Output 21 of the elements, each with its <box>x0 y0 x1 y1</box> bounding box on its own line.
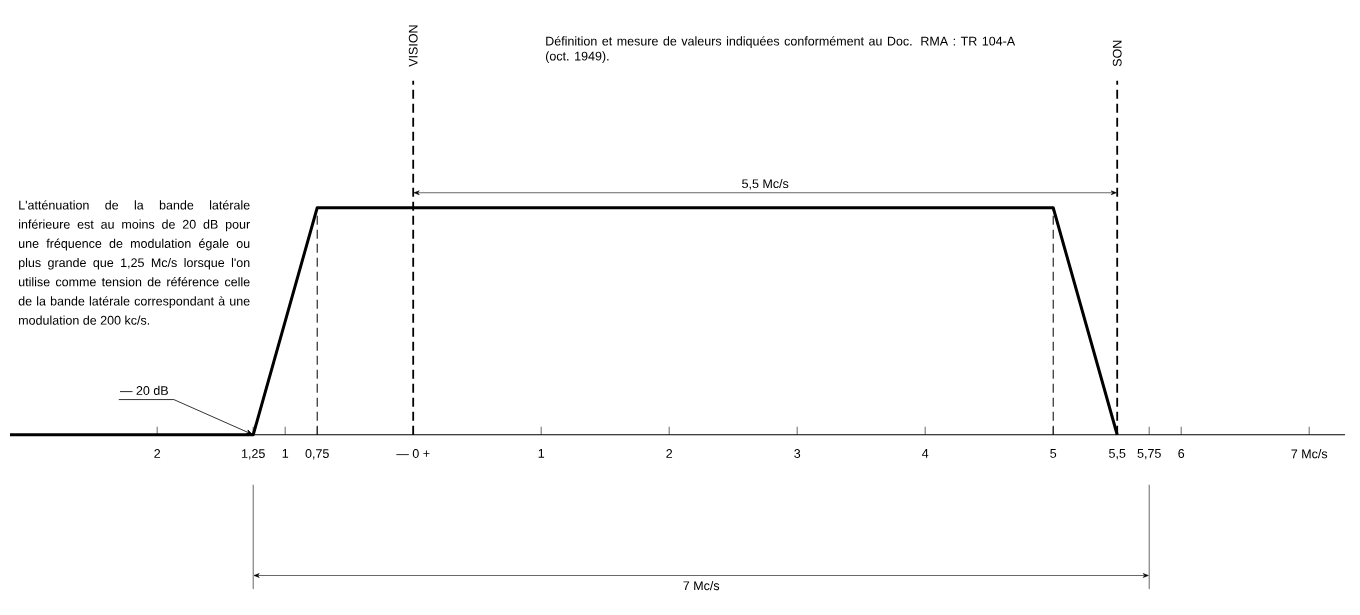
x-tick-label: 3 <box>794 449 801 458</box>
x-tick-label: 1 <box>282 449 289 458</box>
x-tick-label: 6 <box>1178 449 1185 458</box>
x-tick-label: 5,75 <box>1137 449 1161 460</box>
ref-line-label: SON <box>1112 40 1122 67</box>
x-tick-label: — 0 + <box>396 449 430 458</box>
x-tick-label: 2 <box>154 449 161 458</box>
x-tick-label: 4 <box>922 449 929 458</box>
x-tick-label: 0,75 <box>305 449 329 460</box>
annotation: — 20 dB <box>120 385 168 395</box>
x-tick-label: 1,25 <box>241 449 265 460</box>
x-tick-label: 5,5 <box>1109 449 1126 460</box>
text: Définition et mesure de valeurs indiquées conformément au Doc. RMA : TR 104-A (oct. 1949). <box>545 36 1016 63</box>
x-tick-label: 1 <box>538 449 545 458</box>
text: 7 Mc/s <box>683 580 720 591</box>
x-tick-label: 2 <box>666 449 673 458</box>
x-tick-label: 7 Mc/s <box>1291 449 1328 459</box>
ref-line-label: VISION <box>408 25 418 67</box>
x-tick-label: 5 <box>1050 449 1057 458</box>
annotation: L'atténuation de la bande latérale inférieure est au moins de 20 dB pour une fréquence de modulation égale ou plus grande que 1,25 Mc/s lorsque l'on utilise comme tension de référence celle de la bande latérale correspondant à une modulation de 200 kc/s. <box>18 200 250 325</box>
text: 5,5 Mc/s <box>742 178 789 190</box>
